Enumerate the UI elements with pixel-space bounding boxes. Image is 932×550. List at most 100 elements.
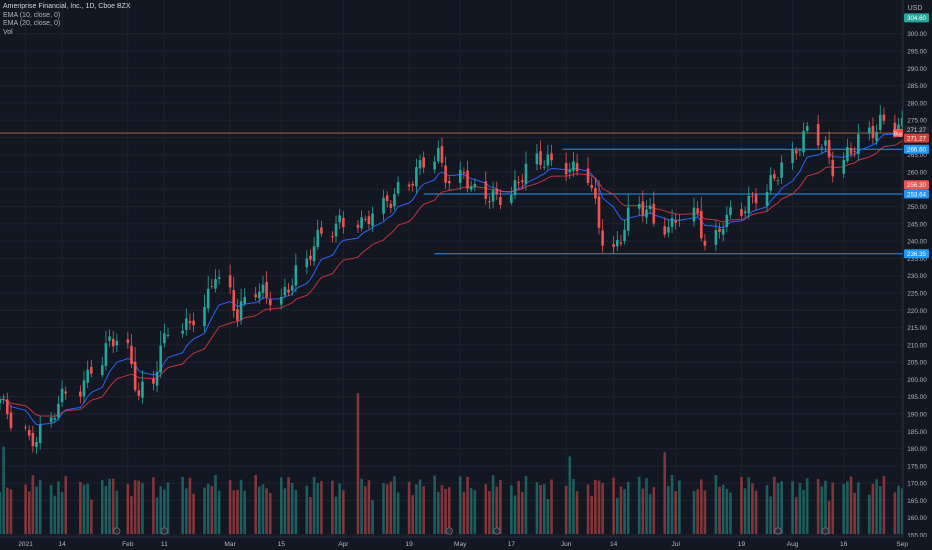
candle-body bbox=[849, 148, 853, 154]
candle bbox=[882, 107, 886, 125]
candle-body bbox=[334, 223, 338, 237]
candle-body bbox=[773, 174, 776, 179]
candle-body bbox=[740, 209, 743, 216]
candle bbox=[141, 370, 144, 404]
candle-body bbox=[754, 194, 758, 204]
currency-label: USD bbox=[908, 5, 923, 12]
volume-bar bbox=[816, 478, 820, 534]
volume-bar bbox=[802, 489, 805, 534]
candle-body bbox=[499, 197, 502, 205]
volume-bar bbox=[568, 456, 572, 534]
candle-body bbox=[312, 246, 316, 262]
candle bbox=[331, 231, 334, 243]
candle-body bbox=[254, 294, 257, 298]
volume-bar bbox=[210, 486, 214, 534]
candle-body bbox=[418, 160, 422, 169]
volume-bar bbox=[228, 480, 232, 534]
volume-legend[interactable]: Vol bbox=[3, 28, 13, 36]
candle bbox=[849, 142, 853, 158]
time-tick-label: 17 bbox=[508, 541, 516, 548]
candle bbox=[363, 215, 367, 223]
candle bbox=[407, 181, 411, 192]
candle bbox=[535, 144, 539, 171]
time-tick-label: 14 bbox=[610, 541, 618, 548]
candle bbox=[38, 415, 42, 450]
price-tick-label: 195.00 bbox=[907, 394, 927, 401]
volume-bar bbox=[575, 491, 579, 534]
candle-body bbox=[867, 127, 871, 134]
volume-bar bbox=[279, 477, 283, 534]
volume-bar bbox=[714, 475, 718, 534]
candle bbox=[846, 138, 849, 164]
ema20-legend[interactable]: EMA (20, close, 0) bbox=[3, 20, 61, 27]
ema10-legend[interactable]: EMA (10, close, 0) bbox=[3, 11, 61, 19]
candle bbox=[290, 278, 294, 296]
volume-bar bbox=[261, 484, 265, 534]
candle bbox=[27, 425, 31, 441]
symbol-title[interactable]: Ameriprise Financial, Inc., 1D, Cboe BZX bbox=[3, 3, 131, 10]
candle-body bbox=[0, 399, 2, 404]
candle bbox=[517, 175, 520, 189]
candle bbox=[484, 171, 488, 205]
horizontal-levels[interactable] bbox=[0, 132, 903, 255]
candle-body bbox=[721, 229, 725, 235]
candle-body bbox=[217, 277, 221, 279]
candle-body bbox=[415, 167, 418, 187]
candle-body bbox=[714, 229, 718, 245]
candle bbox=[447, 176, 451, 191]
event-markers[interactable] bbox=[113, 527, 830, 535]
candle-body bbox=[155, 371, 159, 386]
candle bbox=[9, 405, 13, 432]
volume-bar bbox=[846, 481, 849, 534]
candle-body bbox=[875, 131, 878, 141]
candle-body bbox=[57, 403, 60, 418]
price-tick-label: 200.00 bbox=[907, 377, 927, 384]
volume-bar bbox=[360, 478, 363, 534]
volume-bar bbox=[521, 491, 524, 534]
candle-body bbox=[897, 124, 900, 130]
candle bbox=[751, 192, 754, 204]
candle bbox=[773, 169, 776, 181]
volume-bar bbox=[418, 479, 422, 534]
price-tick-label: 190.00 bbox=[907, 412, 927, 419]
candle bbox=[670, 209, 674, 234]
candle-body bbox=[462, 172, 466, 174]
candle-body bbox=[816, 123, 820, 146]
candle-body bbox=[294, 265, 298, 286]
candle bbox=[320, 220, 323, 237]
volume-bar bbox=[765, 485, 769, 534]
candle-body bbox=[842, 159, 846, 174]
candle bbox=[645, 200, 648, 224]
candle-body bbox=[290, 285, 294, 291]
candle-body bbox=[586, 168, 590, 183]
candle bbox=[181, 323, 184, 338]
price-axis[interactable]: 155.00 160.00 165.00 170.00 175.00 180.00 185.… bbox=[893, 0, 932, 540]
volume-bar bbox=[331, 480, 334, 534]
candle bbox=[188, 313, 192, 330]
volume-bar bbox=[444, 489, 447, 534]
time-tick-label: 19 bbox=[405, 541, 413, 548]
level-price-tag: 253.64 bbox=[907, 191, 926, 198]
candle-body bbox=[210, 286, 214, 287]
price-tick-label: 185.00 bbox=[907, 429, 927, 436]
volume-bar bbox=[64, 476, 68, 534]
candle-body bbox=[137, 390, 141, 396]
candle-body bbox=[820, 147, 824, 149]
candles[interactable] bbox=[0, 105, 932, 455]
candle bbox=[159, 330, 163, 379]
volume-bar bbox=[586, 484, 590, 534]
candle bbox=[619, 235, 623, 247]
volume-bar bbox=[163, 489, 166, 534]
price-tick-label: 230.00 bbox=[907, 273, 927, 280]
candle-body bbox=[163, 333, 166, 344]
volume-bar bbox=[780, 481, 783, 534]
candle-body bbox=[831, 159, 835, 177]
chart-legend: Ameriprise Financial, Inc., 1D, Cboe BZX… bbox=[3, 3, 131, 37]
candle bbox=[725, 206, 729, 233]
time-axis[interactable]: 2021 14 Feb 11 Mar 15 Apr 19 May 17 Jun 14 Jul 19 Aug 1… bbox=[0, 536, 932, 550]
candle-body bbox=[79, 391, 82, 397]
candle-body bbox=[747, 195, 751, 214]
candle-body bbox=[466, 170, 469, 189]
volume-bar bbox=[217, 490, 221, 534]
